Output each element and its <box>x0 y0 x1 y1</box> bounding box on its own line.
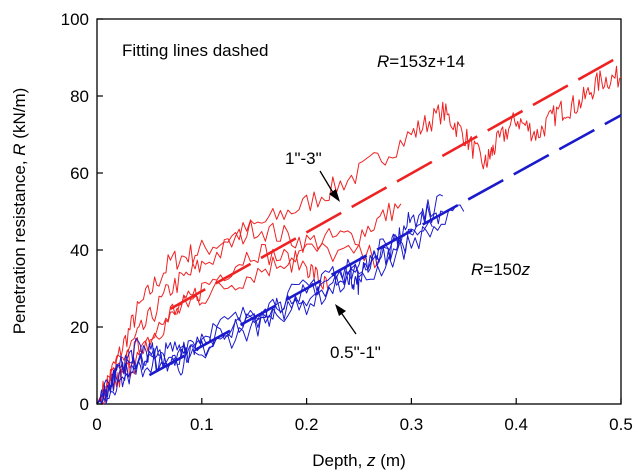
y-tick-label-5: 100 <box>61 10 89 29</box>
tick-layer: 0 0.1 0.2 0.3 0.4 0.5 0 20 40 60 80 100 <box>61 10 633 434</box>
y-tick-label-0: 0 <box>80 395 89 414</box>
annotation-red-fit-text: =153z+14 <box>389 52 465 71</box>
y-axis-label-prefix: Penetration resistance, <box>10 156 29 335</box>
x-tick-label-3: 0.3 <box>400 415 424 434</box>
x-tick-label-1: 0.1 <box>190 415 214 434</box>
x-axis-label: Depth, z (m) <box>312 451 406 470</box>
series-line-red-0 <box>96 65 622 405</box>
annotation-blue-fit-var: R <box>471 260 483 279</box>
x-axis-label-prefix: Depth, <box>312 451 367 470</box>
annotation-blue-fit-z: z <box>521 260 531 279</box>
x-tick-label-2: 0.2 <box>295 415 319 434</box>
y-axis-label: Penetration resistance, R (kN/m) <box>10 88 29 335</box>
x-tick-label-4: 0.4 <box>504 415 528 434</box>
data-layer <box>96 54 622 405</box>
series-line-blue-7 <box>96 220 433 405</box>
series-line-red-2 <box>96 243 329 405</box>
y-axis-label-var: R <box>10 143 29 155</box>
x-axis-label-suffix: (m) <box>376 451 406 470</box>
arrow-blue-group <box>339 310 357 335</box>
y-axis-label-suffix: (kN/m) <box>10 88 29 144</box>
annotation-blue-group: 0.5"-1" <box>330 343 381 362</box>
y-tick-label-4: 80 <box>70 87 89 106</box>
plot-frame <box>96 18 622 405</box>
x-tick-label-0: 0 <box>92 415 101 434</box>
x-tick-label-5: 0.5 <box>609 415 633 434</box>
y-tick-label-1: 20 <box>70 318 89 337</box>
fit-line-red <box>169 54 622 311</box>
series-line-blue-6 <box>96 204 465 405</box>
y-tick-label-3: 60 <box>70 164 89 183</box>
annotation-red-group: 1"-3" <box>285 149 322 168</box>
fit-line-blue <box>148 114 622 377</box>
annotation-blue-fit-text: =150 <box>483 260 521 279</box>
y-tick-label-2: 40 <box>70 241 89 260</box>
annotation-note: Fitting lines dashed <box>122 41 268 60</box>
series-line-red-3 <box>96 242 381 405</box>
arrow-blue-group-head <box>335 304 346 316</box>
annotation-blue-fit: R=150z <box>471 260 531 279</box>
annotation-red-fit: R=153z+14 <box>377 52 465 71</box>
x-axis-label-var: z <box>366 451 376 470</box>
arrow-red-group-head <box>329 189 340 202</box>
annotation-red-fit-var: R <box>377 52 389 71</box>
series-line-blue-5 <box>96 194 444 405</box>
